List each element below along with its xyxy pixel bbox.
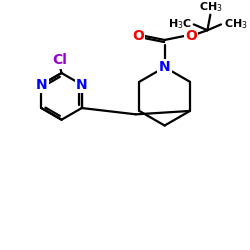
Text: N: N bbox=[76, 78, 88, 92]
Text: O: O bbox=[185, 29, 197, 43]
Text: CH$_3$: CH$_3$ bbox=[200, 0, 223, 14]
Text: N: N bbox=[159, 60, 170, 74]
Text: Cl: Cl bbox=[52, 54, 67, 68]
Text: O: O bbox=[132, 29, 144, 43]
Text: CH$_3$: CH$_3$ bbox=[224, 18, 248, 31]
Text: H$_3$C: H$_3$C bbox=[168, 18, 192, 31]
Text: N: N bbox=[36, 78, 47, 92]
